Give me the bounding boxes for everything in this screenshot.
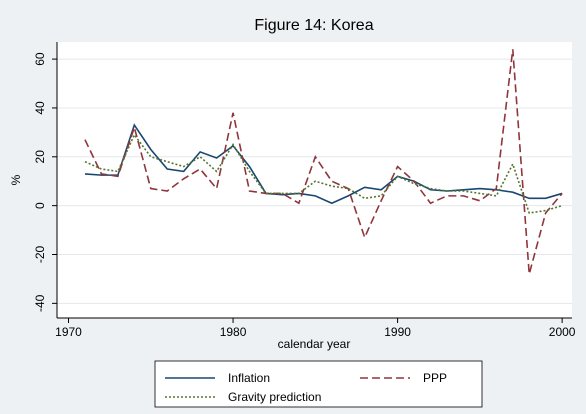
data-line: [84, 123, 563, 205]
legend: [154, 360, 483, 408]
y-tick-label: 0: [33, 202, 47, 209]
y-axis-title: %: [9, 174, 23, 185]
y-tick-label: -40: [33, 294, 47, 312]
y-tick-label: 40: [33, 101, 47, 115]
y-tick-label: 20: [33, 150, 47, 164]
data-line: [84, 133, 563, 214]
x-tick-label: 1970: [55, 325, 82, 339]
x-tick-label: 1980: [220, 325, 247, 339]
x-tick-label: 2000: [549, 325, 576, 339]
y-tick-label: -20: [33, 245, 47, 263]
legend-label: Inflation: [228, 371, 270, 385]
data-line: [84, 49, 563, 275]
x-axis-title: calendar year: [278, 337, 351, 351]
legend-label: PPP: [423, 371, 447, 385]
legend-label: Gravity prediction: [228, 390, 321, 404]
y-tick-label: 60: [33, 52, 47, 66]
chart-title: Figure 14: Korea: [254, 17, 373, 34]
plot-area: [57, 42, 572, 318]
x-tick-label: 1990: [384, 325, 411, 339]
